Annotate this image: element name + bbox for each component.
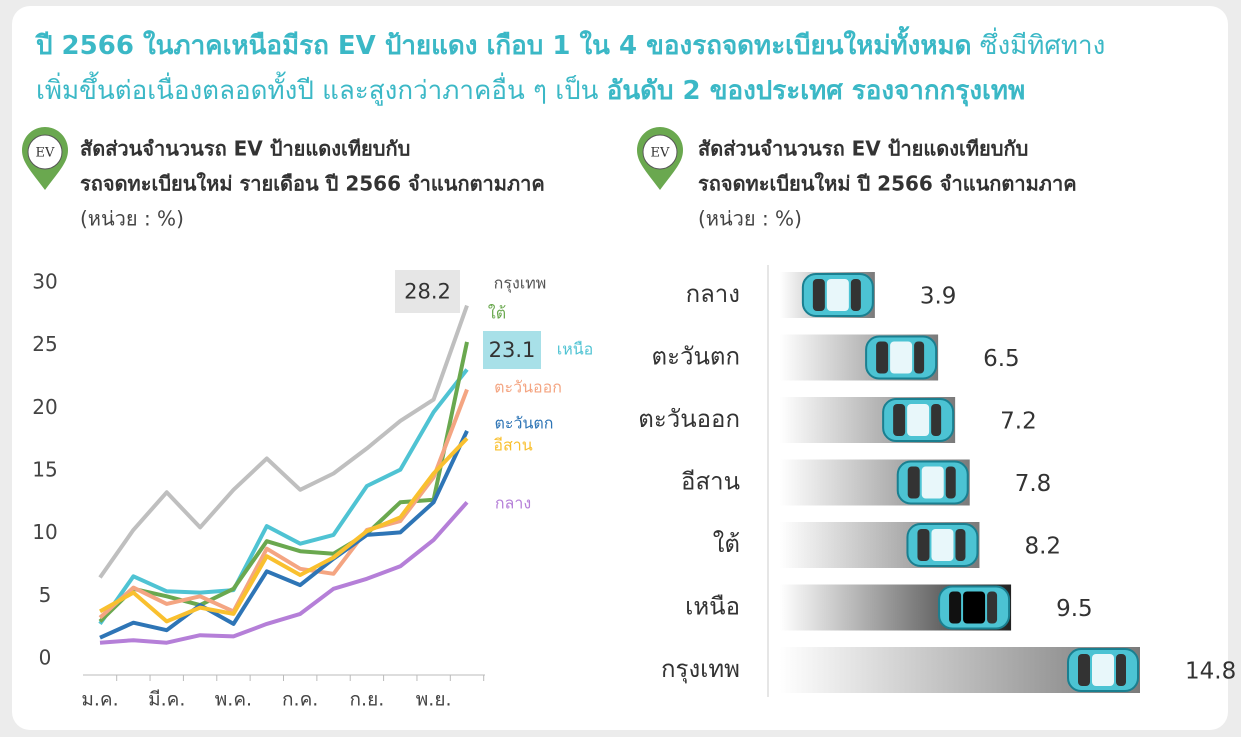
series-line [99, 430, 469, 640]
series-line [98, 368, 469, 626]
value-label: 3.9 [920, 284, 957, 310]
car-icon [896, 460, 969, 505]
car-roof [963, 591, 986, 624]
card [12, 6, 1228, 730]
y-tick-label: 30 [32, 270, 57, 294]
headline-part: ปี 2566 ในภาคเหนือมีรถ EV ป้ายแดง เกือบ … [35, 25, 972, 61]
legend-label: เหนือ [557, 340, 594, 359]
car-roof [921, 466, 944, 499]
car-window [876, 341, 889, 374]
unit-label: (หน่วย : %) [80, 207, 184, 231]
category-label: กรุงเทพ [661, 655, 740, 684]
y-tick-label: 15 [32, 458, 57, 482]
car-icon [801, 273, 874, 317]
car-icon [865, 335, 938, 380]
category-label: ใต้ [713, 530, 740, 558]
chart-title: สัดส่วนจำนวนรถ EV ป้ายแดงเทียบกับ [80, 137, 410, 161]
value-label: 14.8 [1185, 659, 1236, 685]
legend-label: กลาง [495, 494, 531, 513]
car-window [812, 279, 825, 311]
ev-icon [637, 127, 683, 190]
unit-label: (หน่วย : %) [698, 207, 802, 231]
y-tick-label: 10 [32, 520, 57, 544]
headline-part: ซึ่งมีทิศทาง [972, 27, 1106, 61]
category-label: กลาง [686, 280, 740, 308]
car-roof [1092, 654, 1114, 686]
value-label: 7.8 [1015, 471, 1052, 497]
x-tick-label: พ.ค. [215, 689, 252, 711]
category-label: ตะวันออก [638, 405, 740, 433]
x-tick-label: ก.ย. [350, 689, 385, 711]
headline: เพิ่มขึ้นต่อเนื่องตลอดทั้งปี และสูงกว่าภ… [36, 71, 1025, 107]
y-tick-label: 25 [32, 332, 57, 356]
legend-label: ใต้ [488, 304, 506, 323]
chart-title: รถจดทะเบียนใหม่ รายเดือน ปี 2566 จำแนกตา… [80, 172, 545, 196]
value-label: 6.5 [983, 346, 1020, 372]
car-icon [906, 523, 979, 567]
car-windshield [850, 279, 861, 311]
series-line [98, 304, 469, 579]
car-window [893, 404, 906, 436]
car-icon [882, 398, 955, 442]
x-tick-label: ม.ค. [81, 689, 118, 711]
car-windshield [914, 341, 925, 374]
chart-title: สัดส่วนจำนวนรถ EV ป้ายแดงเทียบกับ [698, 137, 1028, 161]
data-label: 28.2 [404, 280, 451, 304]
series-line [99, 437, 469, 624]
data-label: 23.1 [489, 338, 536, 362]
value-label: 7.2 [1000, 409, 1037, 435]
x-tick-label: มี.ค. [148, 689, 185, 711]
headline-part: อันดับ 2 ของประเทศ รองจากกรุงเทพ [607, 76, 1026, 107]
car-windshield [945, 466, 956, 499]
car-windshield [1116, 654, 1126, 686]
ev-icon [22, 127, 68, 190]
icon-label: EV [36, 146, 55, 161]
legend-label: กรุงเทพ [494, 274, 547, 294]
value-label: 8.2 [1024, 534, 1061, 560]
y-tick-label: 0 [39, 646, 52, 670]
chart-title: รถจดทะเบียนใหม่ ปี 2566 จำแนกตามภาค [698, 172, 1077, 196]
x-tick-label: พ.ย. [416, 689, 452, 711]
headline-part: เพิ่มขึ้นต่อเนื่องตลอดทั้งปี และสูงกว่าภ… [36, 71, 607, 106]
car-icon [1067, 648, 1139, 692]
car-windshield [955, 529, 966, 561]
car-windshield [931, 404, 942, 436]
series-line [99, 500, 469, 645]
car-window [917, 529, 930, 561]
label-box [395, 270, 460, 313]
car-icon [938, 585, 1011, 630]
category-label: ตะวันตก [652, 343, 740, 371]
icon-label: EV [651, 146, 670, 161]
car-window [949, 591, 962, 624]
legend-label: อีสาน [493, 436, 532, 455]
car-roof [931, 529, 954, 561]
category-label: อีสาน [681, 468, 740, 496]
car-roof [907, 404, 930, 436]
series-line [98, 341, 469, 623]
car-window [907, 466, 920, 499]
series-line [98, 388, 469, 620]
y-tick-label: 20 [32, 395, 57, 419]
y-tick-label: 5 [39, 583, 52, 607]
car-roof [890, 341, 913, 374]
car-windshield [987, 591, 998, 624]
x-tick-label: ก.ค. [282, 689, 318, 711]
value-label: 9.5 [1056, 596, 1093, 622]
car-window [1078, 654, 1090, 686]
label-box [483, 331, 541, 369]
headline: ปี 2566 ในภาคเหนือมีรถ EV ป้ายแดง เกือบ … [35, 25, 1105, 61]
legend-label: ตะวันออก [494, 378, 562, 397]
car-roof [826, 279, 849, 311]
category-label: เหนือ [685, 593, 740, 621]
legend-label: ตะวันตก [495, 414, 554, 433]
